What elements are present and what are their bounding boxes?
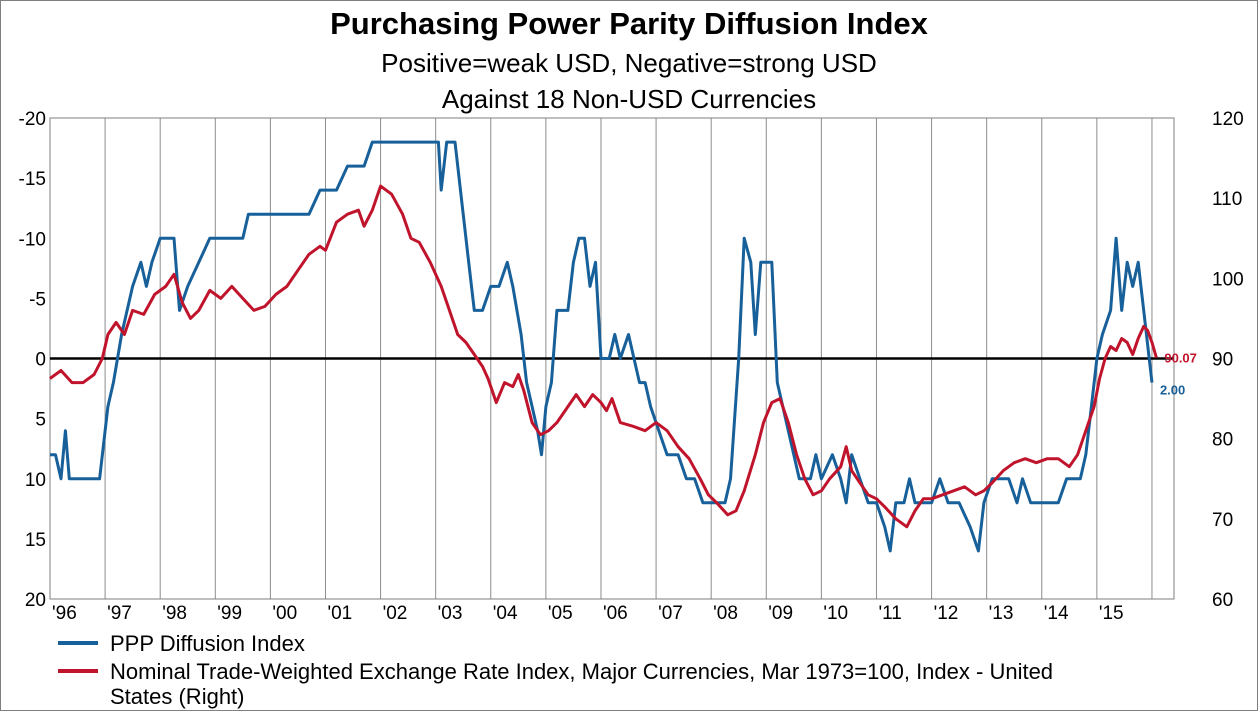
left-axis-ticks: -20 -15 -10 -5 0 5 10 15 20 — [19, 109, 46, 611]
chart-subtitle-2: Against 18 Non-USD Currencies — [441, 84, 817, 114]
x-tick-label: '98 — [162, 603, 187, 624]
left-tick-label: -20 — [19, 109, 46, 130]
x-tick-label: '97 — [107, 603, 132, 624]
x-tick-label: '14 — [1044, 603, 1069, 624]
right-axis-ticks: 120 110 100 90 80 70 60 — [1212, 109, 1244, 611]
x-tick-label: '01 — [327, 603, 352, 624]
x-tick-label: '15 — [1099, 603, 1124, 624]
x-tick-label: '11 — [878, 603, 901, 624]
legend-label-ppp: PPP Diffusion Index — [110, 631, 305, 656]
series-line-trade-weighted — [49, 184, 1158, 529]
x-tick-label: '96 — [52, 603, 77, 624]
x-tick-label: '08 — [713, 603, 738, 624]
chart-subtitle-1: Positive=weak USD, Negative=strong USD — [381, 48, 877, 78]
left-tick-label: -10 — [19, 229, 46, 250]
x-tick-label: '10 — [823, 603, 848, 624]
left-tick-label: 20 — [25, 590, 46, 611]
right-tick-label: 90 — [1212, 350, 1233, 371]
legend: PPP Diffusion Index Nominal Trade-Weight… — [58, 631, 1053, 709]
x-tick-label: '05 — [548, 603, 573, 624]
left-tick-label: 10 — [25, 470, 46, 491]
x-tick-label: '12 — [934, 603, 959, 624]
x-tick-label: '03 — [438, 603, 463, 624]
left-tick-label: 15 — [25, 530, 46, 551]
x-tick-label: '02 — [383, 603, 408, 624]
legend-label-trade-weighted: Nominal Trade-Weighted Exchange Rate Ind… — [110, 659, 1053, 709]
right-tick-label: 110 — [1212, 189, 1242, 210]
left-tick-label: -15 — [19, 169, 46, 190]
x-tick-label: '04 — [493, 603, 518, 624]
end-label-ppp: 2.00 — [1160, 383, 1185, 398]
left-tick-label: 0 — [35, 350, 46, 371]
x-tick-label: '06 — [603, 603, 628, 624]
right-tick-label: 60 — [1212, 590, 1233, 611]
right-tick-label: 70 — [1212, 510, 1233, 531]
x-tick-label: '07 — [658, 603, 683, 624]
x-axis-ticks: '96 '97 '98 '99 '00 '01 '02 '03 '04 '05 '06 '07 '08 '… — [52, 603, 1124, 624]
right-tick-label: 120 — [1212, 109, 1244, 130]
x-tick-label: '09 — [768, 603, 793, 624]
x-tick-label: '00 — [272, 603, 297, 624]
chart-title: Purchasing Power Parity Diffusion Index — [330, 6, 928, 41]
series-group: 2.00 90.07 — [49, 140, 1197, 553]
left-tick-label: 5 — [35, 410, 46, 431]
left-tick-label: -5 — [29, 289, 46, 310]
right-tick-label: 80 — [1212, 430, 1233, 451]
right-tick-label: 100 — [1212, 269, 1244, 290]
x-tick-label: '99 — [217, 603, 242, 624]
x-tick-label: '13 — [989, 603, 1014, 624]
end-label-trade-weighted: 90.07 — [1164, 351, 1197, 366]
